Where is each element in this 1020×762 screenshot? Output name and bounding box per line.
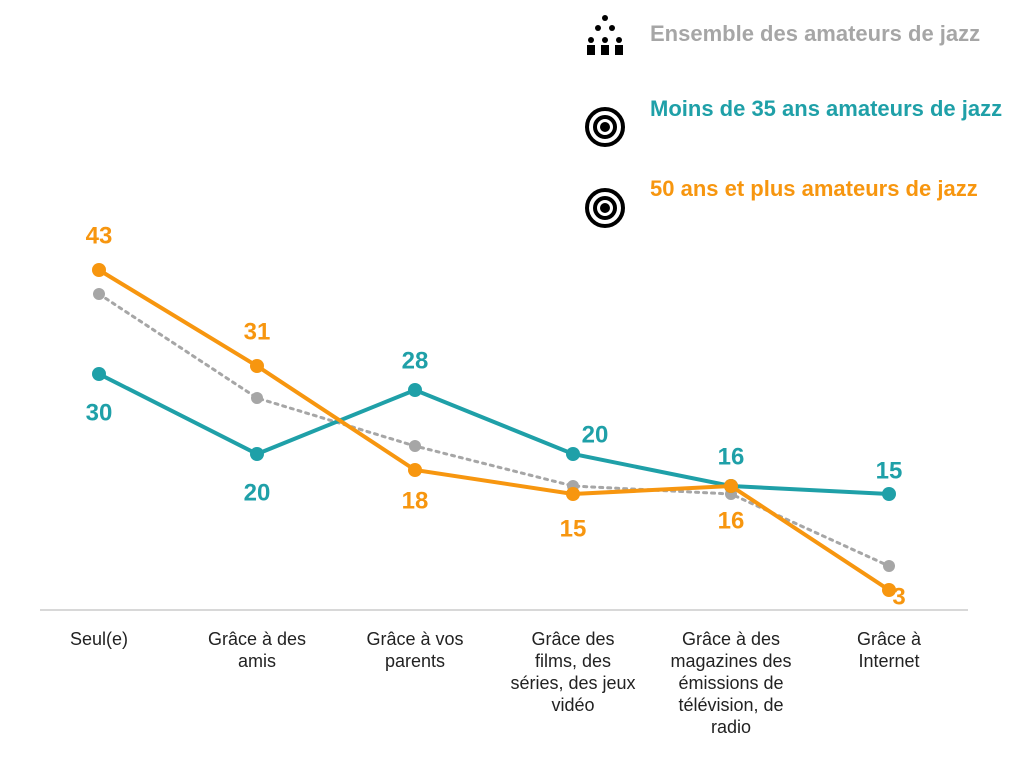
value-label: 43 — [86, 222, 113, 249]
legend-label: Moins de 35 ans amateurs de jazz — [650, 96, 1003, 121]
x-tick-label: Grâce des films, des séries, des jeux vi… — [510, 629, 636, 715]
point — [883, 560, 895, 572]
point — [882, 583, 896, 597]
point — [724, 479, 738, 493]
x-tick-label: Seul(e) — [69, 629, 129, 649]
value-label: 3 — [892, 583, 905, 610]
point — [251, 392, 263, 404]
point — [92, 367, 106, 381]
legend-label: Ensemble des amateurs de jazz — [650, 21, 981, 46]
point — [408, 383, 422, 397]
series-line — [97, 372, 891, 496]
point — [409, 440, 421, 452]
value-label: 16 — [718, 507, 745, 534]
legend-icon-crowd — [587, 15, 623, 55]
point — [250, 359, 264, 373]
x-tick-label: Grâce à des magazines des émissions de t… — [670, 629, 792, 737]
legend-icon-target — [585, 107, 625, 147]
value-label: 18 — [402, 487, 429, 514]
value-label: 16 — [718, 443, 745, 470]
series-line — [97, 292, 891, 568]
value-label: 28 — [402, 347, 429, 374]
point — [566, 447, 580, 461]
x-tick-label: Grâce à vos parents — [366, 629, 464, 671]
value-label: 15 — [876, 457, 903, 484]
point — [408, 463, 422, 477]
point — [93, 288, 105, 300]
value-label: 20 — [244, 479, 271, 506]
legend-icon-target — [585, 188, 625, 228]
point — [882, 487, 896, 501]
point — [92, 263, 106, 277]
x-tick-label: Grâce à Internet — [856, 629, 922, 671]
point — [250, 447, 264, 461]
legend-label: 50 ans et plus amateurs de jazz — [650, 176, 978, 201]
value-label: 15 — [560, 515, 587, 542]
value-label: 30 — [86, 399, 113, 426]
point — [566, 487, 580, 501]
x-tick-label: Grâce à des amis — [207, 629, 307, 671]
series-line — [97, 268, 891, 592]
value-label: 31 — [244, 318, 271, 345]
value-label: 20 — [582, 421, 609, 448]
